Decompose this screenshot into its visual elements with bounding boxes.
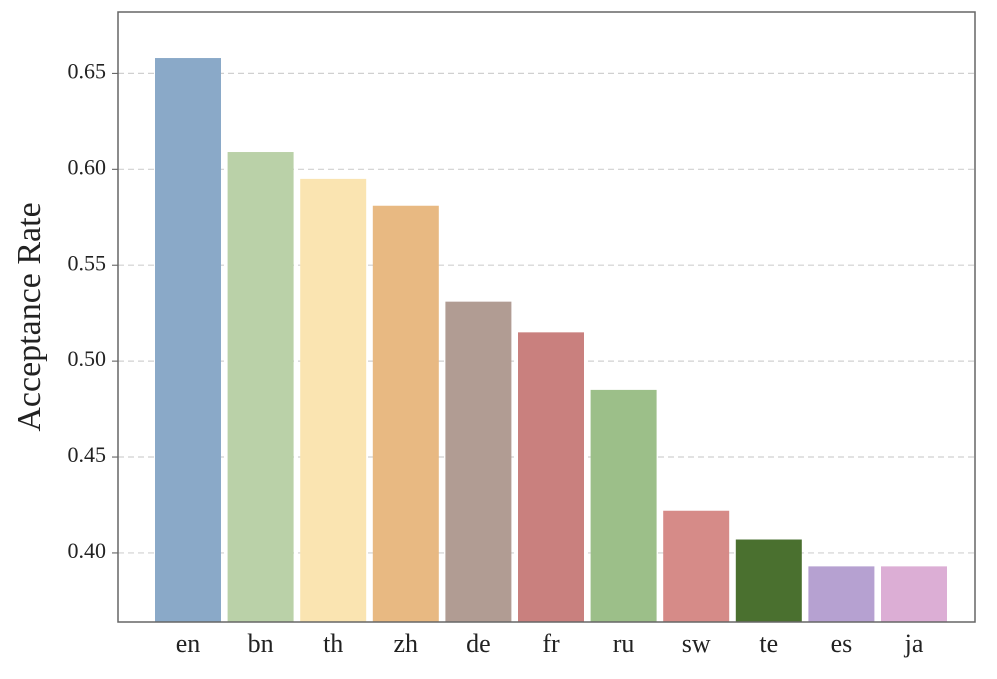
y-tick-label: 0.60 (68, 154, 107, 179)
x-tick-label: fr (542, 629, 560, 658)
x-tick-label: ja (904, 629, 924, 658)
x-tick-label: zh (394, 629, 419, 658)
bar (518, 332, 584, 622)
y-axis-label: Acceptance Rate (11, 202, 48, 431)
bar (735, 539, 802, 622)
y-tick-label: 0.50 (68, 346, 107, 371)
bar (590, 389, 657, 622)
x-tick-label: de (466, 629, 491, 658)
bar (300, 178, 367, 623)
x-tick-label: en (176, 629, 201, 658)
y-tick-label: 0.65 (68, 58, 107, 83)
y-tick-label: 0.55 (68, 250, 107, 275)
bar (227, 152, 294, 623)
y-tick-label: 0.40 (68, 538, 107, 563)
bar (445, 301, 512, 622)
bar (663, 510, 730, 622)
bar (155, 58, 221, 623)
bar (881, 566, 947, 622)
x-tick-label: ru (613, 629, 635, 658)
x-tick-label: es (831, 629, 853, 658)
x-tick-label: te (759, 629, 778, 658)
x-tick-label: sw (682, 629, 711, 658)
y-tick-label: 0.45 (68, 442, 107, 467)
bar (808, 566, 875, 622)
x-tick-label: th (323, 629, 343, 658)
plot-frame (117, 11, 976, 623)
bar (372, 205, 439, 623)
x-tick-label: bn (248, 629, 274, 658)
